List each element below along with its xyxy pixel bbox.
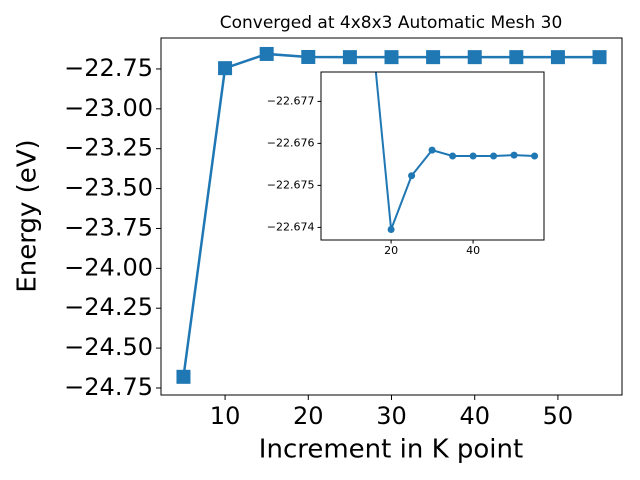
data-point [384,50,399,65]
data-point [342,50,357,65]
data-point [301,49,316,64]
data-point [449,152,457,160]
x-tick-label: 40 [466,244,480,257]
y-axis-label: Energy (eV) [13,139,43,292]
y-tick-label: −23.00 [64,94,153,122]
y-tick-label: −22.676 [267,136,315,149]
y-tick-label: −22.677 [267,94,315,107]
data-point [510,151,518,159]
y-tick-label: −22.75 [64,54,153,82]
y-tick-label: −22.675 [267,178,315,191]
data-point [426,50,441,65]
y-tick-label: −23.50 [64,174,153,202]
data-point [531,152,539,160]
y-tick-label: −23.25 [64,134,153,162]
y-tick-label: −24.00 [64,253,153,281]
y-tick-label: −23.75 [64,213,153,241]
x-tick-label: 50 [543,402,574,430]
x-tick-label: 20 [384,244,398,257]
data-point [408,172,416,180]
y-tick-label: −24.25 [64,293,153,321]
data-point [259,46,274,61]
data-point [509,50,524,65]
x-tick-label: 20 [293,402,324,430]
data-point [218,61,233,76]
x-tick-label: 30 [376,402,407,430]
data-point [176,369,191,384]
x-axis-label: Increment in K point [259,435,523,465]
data-point [387,226,395,233]
chart-title: Converged at 4x8x3 Automatic Mesh 30 [220,13,563,33]
plot-area [176,46,607,384]
data-point [467,50,482,65]
plot-frame [320,71,545,241]
x-tick-label: 10 [210,402,241,430]
y-tick-label: −24.50 [64,333,153,361]
x-tick-label: 40 [459,402,490,430]
y-tick-label: −22.674 [267,220,315,233]
y-tick-label: −24.75 [64,373,153,401]
data-point [490,152,498,160]
data-point [428,146,436,154]
data-point [592,50,607,65]
plot-area [374,72,539,233]
data-point [550,50,565,65]
data-point [469,152,477,160]
